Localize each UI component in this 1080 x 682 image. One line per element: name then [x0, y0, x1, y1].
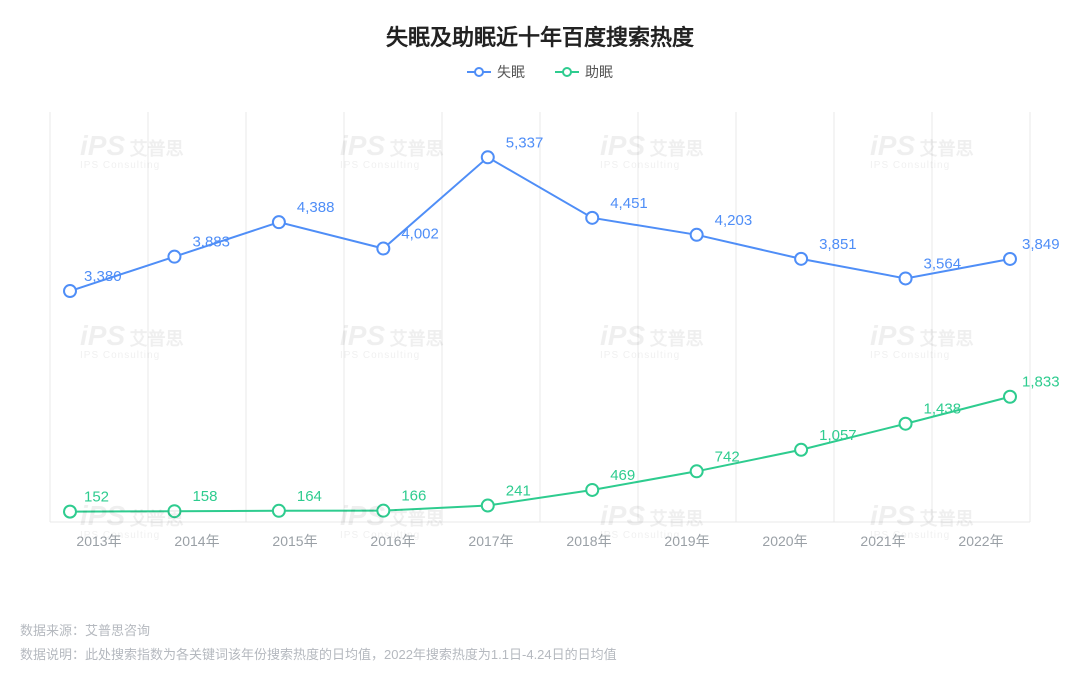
svg-text:3,883: 3,883 [192, 234, 230, 251]
svg-text:742: 742 [715, 448, 740, 465]
legend-item-0: 失眠 [467, 62, 525, 82]
svg-text:2021年: 2021年 [860, 533, 905, 549]
svg-text:2014年: 2014年 [174, 533, 219, 549]
svg-text:1,833: 1,833 [1022, 374, 1060, 391]
footer-prefix-0: 数据来源： [20, 623, 85, 638]
line-chart-svg: 2013年 2014年 2015年 2016年 2017年 2018年 2019年 2020年… [20, 82, 1060, 582]
chart-container: 失眠及助眠近十年百度搜索热度 失眠 助眠 2013年 2014年 2015年 2016… [0, 0, 1080, 682]
svg-text:4,203: 4,203 [715, 212, 753, 229]
svg-text:241: 241 [506, 483, 531, 500]
svg-text:2017年: 2017年 [468, 533, 513, 549]
legend-label-1: 助眠 [585, 62, 613, 82]
svg-text:1,057: 1,057 [819, 427, 857, 444]
svg-text:164: 164 [297, 488, 322, 505]
svg-text:2013年: 2013年 [76, 533, 121, 549]
svg-text:166: 166 [401, 488, 426, 505]
svg-text:3,851: 3,851 [819, 236, 857, 253]
svg-text:158: 158 [192, 488, 217, 505]
chart-area: 2013年 2014年 2015年 2016年 2017年 2018年 2019年 2020年… [20, 82, 1060, 582]
legend-item-1: 助眠 [555, 62, 613, 82]
footer-line-1: 数据说明：此处搜索指数为各关键词该年份搜索热度的日均值，2022年搜索热度为1.… [20, 643, 617, 666]
svg-text:4,451: 4,451 [610, 195, 648, 212]
footer-line-0: 数据来源：艾普思咨询 [20, 619, 617, 642]
svg-text:2018年: 2018年 [566, 533, 611, 549]
svg-text:2022年: 2022年 [958, 533, 1003, 549]
svg-text:3,564: 3,564 [924, 255, 962, 272]
footer-text-0: 艾普思咨询 [85, 623, 150, 638]
svg-text:1,438: 1,438 [924, 401, 962, 418]
footer-prefix-1: 数据说明： [20, 647, 85, 662]
svg-text:3,849: 3,849 [1022, 236, 1060, 253]
legend-label-0: 失眠 [497, 62, 525, 82]
legend: 失眠 助眠 [20, 62, 1060, 82]
chart-title: 失眠及助眠近十年百度搜索热度 [20, 20, 1060, 52]
legend-swatch-0 [467, 71, 491, 73]
svg-text:4,388: 4,388 [297, 199, 335, 216]
svg-text:2016年: 2016年 [370, 533, 415, 549]
footer-text-1: 此处搜索指数为各关键词该年份搜索热度的日均值，2022年搜索热度为1.1日-4.… [85, 647, 617, 662]
svg-text:4,002: 4,002 [401, 226, 439, 243]
svg-text:2015年: 2015年 [272, 533, 317, 549]
legend-swatch-1 [555, 71, 579, 73]
svg-text:3,380: 3,380 [84, 268, 122, 285]
svg-text:469: 469 [610, 467, 635, 484]
svg-text:2019年: 2019年 [664, 533, 709, 549]
chart-footer: 数据来源：艾普思咨询 数据说明：此处搜索指数为各关键词该年份搜索热度的日均值，2… [20, 619, 617, 666]
svg-text:152: 152 [84, 489, 109, 506]
svg-text:2020年: 2020年 [762, 533, 807, 549]
svg-text:5,337: 5,337 [506, 134, 544, 151]
